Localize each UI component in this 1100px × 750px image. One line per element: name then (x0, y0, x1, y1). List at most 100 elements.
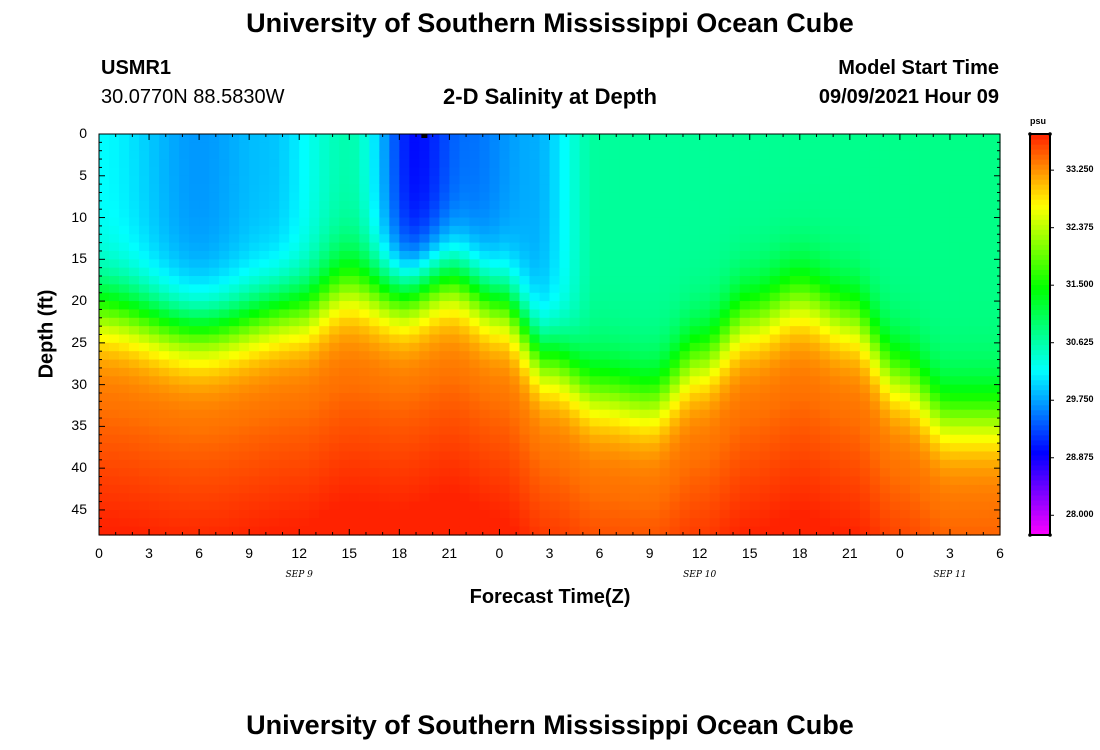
colorbar-corner (1048, 533, 1052, 537)
heatmap-cell (969, 451, 981, 461)
station-location: 30.0770N 88.5830W (101, 86, 285, 108)
heatmap-cell (259, 284, 270, 294)
heatmap-cell (179, 459, 190, 469)
heatmap-cell (489, 217, 501, 227)
heatmap-cell (489, 484, 501, 494)
heatmap-cell (159, 200, 170, 210)
heatmap-cell (249, 351, 260, 361)
heatmap-cell (869, 276, 881, 285)
heatmap-cell (329, 200, 340, 210)
heatmap-cell (249, 401, 260, 411)
heatmap-cell (869, 184, 881, 194)
heatmap-cell (729, 493, 741, 503)
heatmap-cell (849, 267, 861, 277)
heatmap-cell (989, 351, 1001, 361)
heatmap-cell (379, 134, 390, 143)
heatmap-cell (279, 484, 290, 494)
heatmap-cell (339, 159, 350, 169)
heatmap-cell (689, 459, 701, 469)
heatmap-cell (609, 134, 621, 143)
heatmap-cell (429, 376, 440, 386)
heatmap-cell (789, 225, 801, 235)
heatmap-cell (959, 409, 971, 419)
heatmap-cell (659, 284, 671, 294)
heatmap-cell (409, 326, 420, 336)
heatmap-cell (349, 434, 360, 444)
heatmap-cell (729, 468, 741, 478)
heatmap-cell (229, 418, 240, 427)
heatmap-cell (989, 401, 1001, 411)
heatmap-cell (209, 468, 220, 478)
heatmap-cell (139, 175, 150, 185)
heatmap-cell (829, 292, 841, 302)
heatmap-cell (759, 284, 771, 294)
heatmap-cell (989, 376, 1001, 386)
heatmap-cell (929, 259, 941, 269)
heatmap-cell (369, 451, 380, 461)
heatmap-cell (549, 426, 561, 436)
heatmap-cell (129, 351, 140, 361)
heatmap-cell (939, 526, 951, 536)
heatmap-cell (229, 384, 240, 394)
heatmap-cell (279, 409, 290, 419)
heatmap-cell (959, 292, 971, 302)
colorbar-segment (1030, 154, 1050, 160)
heatmap-cell (299, 192, 310, 202)
heatmap-cell (769, 501, 781, 511)
heatmap-cell (889, 509, 901, 519)
heatmap-cell (979, 192, 991, 202)
heatmap-cell (649, 392, 661, 402)
heatmap-cell (919, 376, 931, 386)
heatmap-cell (709, 342, 721, 352)
heatmap-cell (669, 242, 681, 252)
heatmap-cell (679, 518, 691, 528)
heatmap-cell (289, 267, 300, 277)
heatmap-cell (679, 267, 691, 277)
heatmap-cell (549, 326, 561, 336)
heatmap-cell (679, 484, 691, 494)
x-tick-label: 21 (842, 545, 858, 561)
heatmap-cell (969, 267, 981, 277)
heatmap-cell (859, 242, 871, 252)
heatmap-cell (849, 409, 861, 419)
heatmap-cell (209, 167, 220, 177)
heatmap-cell (389, 217, 400, 227)
heatmap-cell (169, 509, 180, 519)
heatmap-cell (99, 443, 110, 453)
heatmap-cell (839, 234, 851, 244)
heatmap-cell (429, 234, 440, 244)
heatmap-cell (629, 476, 641, 486)
heatmap-cell (619, 234, 631, 244)
page-title: University of Southern Mississippi Ocean… (246, 8, 854, 38)
heatmap-cell (519, 234, 531, 244)
heatmap-cell (199, 217, 210, 227)
heatmap-cell (379, 200, 390, 210)
heatmap-cell (309, 401, 320, 411)
heatmap-cell (699, 351, 711, 361)
heatmap-cell (419, 426, 430, 436)
heatmap-cell (469, 134, 481, 143)
heatmap-cell (299, 259, 310, 269)
heatmap-cell (639, 250, 651, 260)
heatmap-cell (859, 501, 871, 511)
heatmap-cell (789, 267, 801, 277)
heatmap-cell (119, 200, 130, 210)
heatmap-cell (799, 225, 811, 235)
heatmap-cell (959, 418, 971, 427)
x-tick-label: 12 (291, 545, 307, 561)
heatmap-cell (659, 426, 671, 436)
heatmap-cell (209, 384, 220, 394)
heatmap-cell (289, 326, 300, 336)
heatmap-cell (699, 209, 711, 219)
heatmap-cell (919, 167, 931, 177)
heatmap-cell (829, 259, 841, 269)
heatmap-cell (729, 476, 741, 486)
heatmap-cell (449, 184, 460, 194)
heatmap-cell (409, 159, 420, 169)
heatmap-cell (219, 301, 230, 311)
heatmap-cell (539, 276, 551, 285)
heatmap-cell (719, 184, 731, 194)
heatmap-cell (279, 192, 290, 202)
heatmap-cell (829, 501, 841, 511)
heatmap-cell (169, 267, 180, 277)
